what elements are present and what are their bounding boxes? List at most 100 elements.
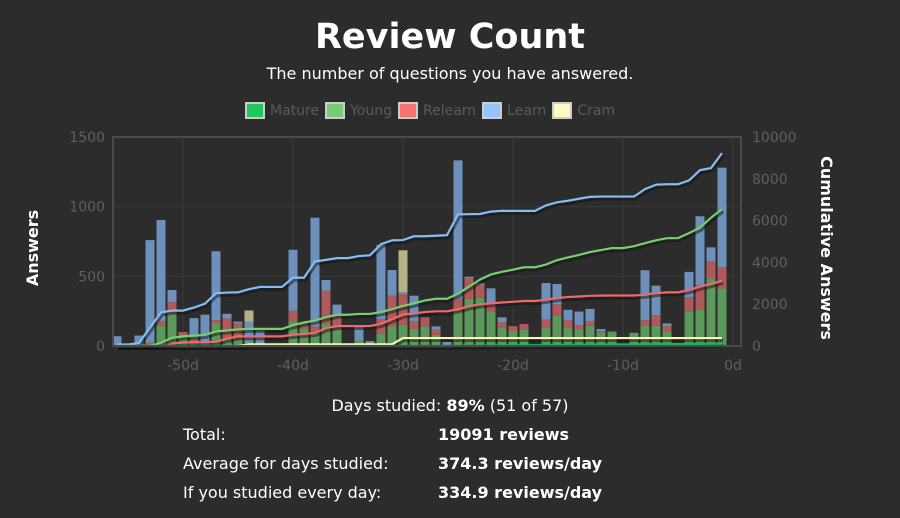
bar-learn — [684, 271, 694, 298]
x-tick-label: -20d — [497, 358, 529, 374]
bar-young — [497, 327, 507, 346]
bar-relearn — [585, 321, 595, 326]
y-tick-label: 500 — [78, 269, 105, 285]
y-axis-title: Answers — [23, 210, 42, 286]
stat-value: 19091 reviews — [438, 425, 570, 444]
bar-cram — [398, 250, 408, 293]
legend-item-mature[interactable]: Mature — [245, 102, 319, 119]
bar-relearn — [563, 320, 573, 328]
bar-learn — [200, 314, 210, 342]
bar-learn — [486, 288, 496, 305]
legend-item-relearn[interactable]: Relearn — [397, 102, 477, 119]
stat-label: If you studied every day: — [183, 483, 382, 502]
bar-learn — [233, 321, 243, 324]
bar-relearn — [178, 332, 188, 337]
bar-learn — [332, 304, 342, 317]
stat-value: 334.9 reviews/day — [438, 483, 603, 502]
bar-young — [563, 327, 573, 346]
bar-relearn — [475, 284, 485, 298]
legend-label: Learn — [507, 102, 547, 119]
bar-relearn — [222, 318, 232, 340]
bar-learn — [398, 292, 408, 295]
bar-relearn — [420, 317, 430, 327]
cumulative-line-learn — [117, 152, 723, 346]
bar-young — [178, 336, 188, 346]
bar-young — [717, 288, 727, 346]
x-tick-label: -10d — [607, 358, 639, 374]
bar-learn — [464, 276, 474, 279]
days-studied: Days studied: 89% (51 of 57) — [0, 396, 900, 415]
legend-swatch-young — [325, 102, 346, 119]
bar-relearn — [288, 310, 298, 322]
legend-item-young[interactable]: Young — [325, 102, 392, 119]
bar-learn — [321, 279, 331, 291]
bar-young — [541, 327, 551, 346]
x-tick-label: -30d — [387, 358, 419, 374]
bar-learn — [376, 244, 386, 319]
y2-tick-label: 0 — [752, 339, 761, 355]
bar-learn — [585, 308, 595, 322]
legend-item-learn[interactable]: Learn — [482, 102, 546, 119]
bar-relearn — [431, 329, 441, 335]
stat-row-total: Total: 19091 reviews — [183, 425, 569, 444]
bar-young — [332, 329, 342, 346]
bar-relearn — [453, 298, 463, 312]
bar-learn — [563, 309, 573, 321]
stat-row-average: Average for days studied: 374.3 reviews/d… — [183, 454, 602, 473]
y2-tick-label: 4000 — [752, 255, 788, 271]
bar-young — [354, 340, 364, 346]
y2-tick-label: 2000 — [752, 297, 788, 313]
bar-learn — [717, 167, 727, 268]
bar-young — [706, 278, 716, 346]
legend-item-cram[interactable]: Cram — [552, 102, 615, 119]
y2-axis-title: Cumulative Answers — [817, 156, 836, 340]
cumulative-shadow-relearn — [118, 280, 724, 350]
bar-learn — [596, 329, 606, 331]
bar-learn — [310, 217, 320, 327]
days-studied-percent: 89% — [446, 396, 485, 415]
cumulative-line-relearn — [117, 279, 723, 348]
bar-relearn — [486, 304, 496, 312]
legend-swatch-relearn — [397, 102, 418, 119]
chart-legend: Mature Young Relearn Learn Cram — [245, 102, 621, 119]
legend-swatch-cram — [552, 102, 573, 119]
bar-relearn — [321, 290, 331, 324]
bar-relearn — [211, 320, 221, 324]
bar-learn — [552, 283, 562, 305]
stat-value: 374.3 reviews/day — [438, 454, 603, 473]
x-tick-label: -50d — [167, 358, 199, 374]
bar-learn — [134, 335, 144, 346]
bar-relearn — [497, 322, 507, 328]
bar-young — [464, 298, 474, 346]
bar-learn — [156, 219, 166, 321]
bar-relearn — [332, 316, 342, 330]
bar-young — [310, 333, 320, 346]
bar-young — [387, 326, 397, 346]
bar-young — [684, 311, 694, 346]
page-subtitle: The number of questions you have answere… — [266, 64, 634, 83]
bar-relearn — [574, 324, 584, 330]
bar-young — [640, 325, 650, 346]
legend-swatch-learn — [482, 102, 503, 119]
bar-learn — [189, 318, 199, 339]
y-tick-label: 1000 — [69, 200, 105, 216]
bar-relearn — [519, 323, 529, 330]
bar-young — [321, 323, 331, 346]
stat-label: Total: — [183, 425, 226, 444]
legend-label: Relearn — [422, 102, 477, 119]
bar-young — [420, 326, 430, 346]
bar-relearn — [552, 304, 562, 316]
bar-learn — [387, 270, 397, 296]
bar-young — [552, 315, 562, 346]
legend-swatch-mature — [245, 102, 265, 119]
stat-label: Average for days studied: — [183, 454, 389, 473]
plot-border — [112, 136, 742, 347]
bar-relearn — [607, 331, 617, 333]
bar-young — [233, 339, 243, 346]
bar-learn — [431, 326, 441, 330]
bar-learn — [211, 251, 221, 321]
bar-relearn — [684, 297, 694, 312]
bar-relearn — [695, 284, 705, 310]
bar-young — [651, 325, 661, 346]
